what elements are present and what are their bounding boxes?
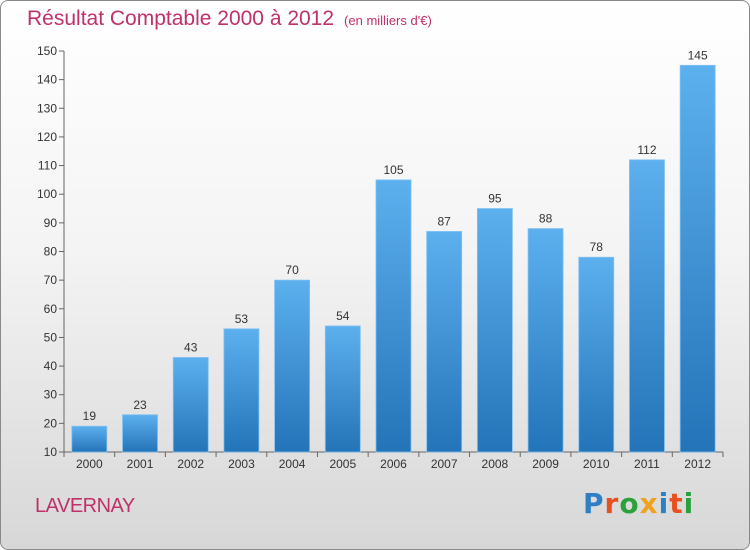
x-tick-label: 2000 <box>76 457 103 471</box>
bar <box>375 179 412 453</box>
logo-letter: o <box>619 487 640 520</box>
bar-value-label: 43 <box>184 340 198 354</box>
y-tick-label: 30 <box>44 388 58 402</box>
x-tick-label: 2005 <box>329 457 356 471</box>
x-tick-label: 2011 <box>634 457 660 471</box>
bar-value-label: 105 <box>383 163 403 177</box>
chart-title: Résultat Comptable 2000 à 2012 (en millie… <box>27 7 432 31</box>
bar-value-label: 88 <box>539 212 553 226</box>
y-tick-label: 110 <box>38 159 57 173</box>
x-tick-label: 2007 <box>431 457 458 471</box>
chart-unit: (en milliers d'€) <box>344 13 432 28</box>
y-tick-label: 130 <box>37 101 57 115</box>
bar <box>578 256 615 453</box>
logo-letter: P <box>583 487 605 520</box>
y-tick-label: 50 <box>44 330 58 344</box>
x-tick-label: 2010 <box>583 457 610 471</box>
x-tick-label: 2012 <box>684 457 711 471</box>
bar-value-label: 53 <box>235 312 249 326</box>
bar <box>426 231 463 453</box>
x-tick-label: 2008 <box>482 457 509 471</box>
bar-value-label: 87 <box>438 214 452 228</box>
y-tick-label: 80 <box>44 245 58 259</box>
x-tick-label: 2001 <box>127 457 154 471</box>
x-tick-label: 2002 <box>177 457 204 471</box>
logo-letter: i <box>658 487 670 520</box>
bar-value-label: 95 <box>488 192 502 206</box>
logo-letter: t <box>669 487 684 520</box>
bar <box>476 208 513 453</box>
bar-value-label: 70 <box>285 263 299 277</box>
bar <box>71 425 108 453</box>
x-tick-label: 2009 <box>532 457 559 471</box>
bar-value-label: 54 <box>336 309 350 323</box>
bar <box>122 414 158 453</box>
bar <box>172 357 209 453</box>
y-tick-label: 100 <box>37 187 57 201</box>
x-tick-label: 2003 <box>228 457 255 471</box>
bar-value-label: 145 <box>688 48 708 62</box>
bar-value-label: 112 <box>637 143 656 157</box>
y-tick-label: 150 <box>37 44 57 58</box>
commune-name: LAVERNAY <box>35 495 135 517</box>
bar <box>527 228 564 453</box>
bar <box>629 159 665 453</box>
x-tick-label: 2004 <box>279 457 306 471</box>
y-tick-label: 40 <box>44 359 58 373</box>
y-tick-label: 120 <box>37 130 57 144</box>
logo-letter: r <box>604 487 620 520</box>
y-tick-label: 140 <box>37 73 57 87</box>
logo-letter: x <box>639 487 659 520</box>
bar-value-label: 23 <box>133 398 147 412</box>
chart-title-text: Résultat Comptable 2000 à 2012 <box>27 7 335 30</box>
proxiti-logo: Proxiti <box>583 487 694 520</box>
bar <box>274 279 311 453</box>
x-tick-label: 2006 <box>380 457 407 471</box>
y-tick-label: 90 <box>44 216 58 230</box>
logo-letter: i <box>683 487 695 520</box>
bar <box>679 64 716 453</box>
y-tick-label: 70 <box>44 273 58 287</box>
y-tick-label: 20 <box>44 416 58 430</box>
bar-value-label: 19 <box>83 409 97 423</box>
bar <box>324 325 361 453</box>
y-tick-label: 10 <box>44 445 58 459</box>
bar <box>223 328 260 453</box>
bar-value-label: 78 <box>590 240 604 254</box>
y-tick-label: 60 <box>44 302 58 316</box>
